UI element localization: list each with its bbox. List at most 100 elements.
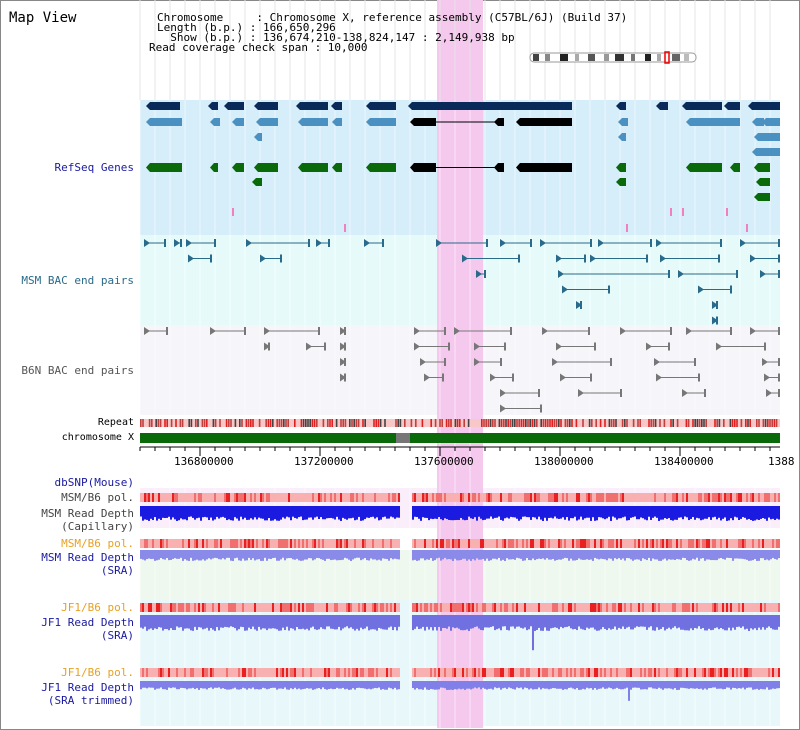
pol-cell <box>152 603 154 612</box>
pol-cell <box>500 603 502 612</box>
pol-cell <box>552 539 554 548</box>
depth-cell <box>492 550 494 559</box>
depth-cell <box>166 615 168 630</box>
depth-cell <box>258 681 260 690</box>
depth-cell <box>352 615 354 629</box>
track-label-jf1-pol-1[interactable]: JF1/B6 pol. <box>61 601 134 614</box>
gene-arrow <box>516 163 520 172</box>
pol-cell <box>486 539 488 548</box>
pol-cell <box>258 539 260 548</box>
depth-cell <box>732 550 734 561</box>
depth-cell <box>686 506 688 518</box>
depth-cell <box>384 506 386 517</box>
depth-cell <box>220 681 222 689</box>
depth-cell <box>494 681 496 688</box>
pol-cell <box>696 539 698 548</box>
track-label-jf1-depth-trim-1[interactable]: JF1 Read Depth <box>41 681 134 694</box>
track-label-chromosome[interactable]: chromosome X <box>61 432 134 443</box>
depth-cell <box>654 681 656 689</box>
repeat-element <box>775 419 778 427</box>
depth-cell <box>582 615 584 630</box>
depth-cell <box>434 506 436 519</box>
pol-cell <box>348 539 350 548</box>
pol-cell <box>384 603 386 612</box>
pol-cell <box>472 603 474 612</box>
track-label-msm-depth-sra-2[interactable]: (SRA) <box>100 564 134 577</box>
repeat-element <box>250 419 252 427</box>
gene-arrow <box>756 178 760 186</box>
pol-cell <box>532 493 534 502</box>
pol-cell <box>470 539 472 548</box>
depth-cell <box>590 615 592 628</box>
pol-cell <box>576 668 578 677</box>
track-label-msm-depth-cap-2[interactable]: (Capillary) <box>61 520 134 533</box>
track-label-jf1-depth-trim-2[interactable]: (SRA trimmed) <box>47 694 134 707</box>
track-label-jf1-pol-2[interactable]: JF1/B6 pol. <box>61 666 134 679</box>
pol-cell <box>212 668 214 677</box>
chromosome-ideogram[interactable] <box>530 52 696 64</box>
track-label-refseq[interactable]: RefSeq Genes <box>54 161 134 174</box>
pol-cell <box>448 668 450 677</box>
pol-cell <box>570 493 572 502</box>
depth-cell <box>640 550 642 561</box>
track-label-msm-depth-sra-1[interactable]: MSM Read Depth <box>41 551 134 564</box>
depth-cell <box>592 681 594 690</box>
depth-cell <box>482 506 484 521</box>
pol-cell <box>416 603 418 612</box>
track-label-msm-pol-1[interactable]: MSM/B6 pol. <box>61 491 134 504</box>
depth-cell <box>768 550 770 561</box>
depth-cell <box>650 615 652 627</box>
track-label-repeat[interactable]: Repeat <box>97 417 134 428</box>
depth-cell <box>642 681 644 690</box>
pol-cell <box>200 539 202 548</box>
pol-cell <box>418 539 420 548</box>
depth-cell <box>612 615 614 629</box>
bac-end-marker <box>736 270 738 278</box>
track-label-b6n-bac[interactable]: B6N BAC end pairs <box>21 364 134 377</box>
pol-cell <box>182 493 184 502</box>
pol-cell <box>344 603 346 612</box>
depth-cell <box>392 681 394 690</box>
pol-cell <box>338 539 340 548</box>
pol-cell <box>156 603 158 612</box>
depth-cell <box>722 681 724 690</box>
pol-cell <box>742 539 744 548</box>
depth-cell <box>386 550 388 560</box>
refseq-row-1 <box>146 102 780 110</box>
depth-cell <box>520 550 522 559</box>
repeat-element <box>421 419 424 427</box>
depth-cell <box>690 506 692 519</box>
track-label-jf1-depth-sra-2[interactable]: (SRA) <box>100 629 134 642</box>
pol-cell <box>284 603 286 612</box>
pol-cell <box>672 539 674 548</box>
pol-cell <box>764 493 766 502</box>
bac-end-marker <box>558 270 564 278</box>
pol-cell <box>506 539 508 548</box>
track-label-msm-bac[interactable]: MSM BAC end pairs <box>21 274 134 287</box>
depth-cell <box>528 550 530 561</box>
depth-cell <box>190 550 192 558</box>
repeat-element <box>181 419 184 427</box>
pol-cell <box>602 493 604 502</box>
pol-cell <box>566 603 568 612</box>
depth-cell <box>636 506 638 520</box>
depth-cell <box>438 615 440 627</box>
pol-cell <box>484 668 486 677</box>
depth-cell <box>442 681 444 688</box>
track-label-msm-pol-2[interactable]: MSM/B6 pol. <box>61 537 134 550</box>
pol-cell <box>630 668 632 677</box>
track-label-msm-depth-cap-1[interactable]: MSM Read Depth <box>41 507 134 520</box>
pol-cell <box>668 668 670 677</box>
track-label-dbsnp[interactable]: dbSNP(Mouse) <box>54 476 134 489</box>
pol-cell <box>510 539 512 548</box>
bac-end-marker <box>540 404 542 413</box>
pol-cell <box>270 668 272 677</box>
depth-cell <box>736 506 738 518</box>
depth-cell <box>332 681 334 690</box>
depth-cell <box>218 615 220 631</box>
repeat-element <box>555 419 558 427</box>
depth-cell <box>328 550 330 559</box>
track-label-jf1-depth-sra-1[interactable]: JF1 Read Depth <box>41 616 134 629</box>
repeat-element <box>269 419 272 427</box>
